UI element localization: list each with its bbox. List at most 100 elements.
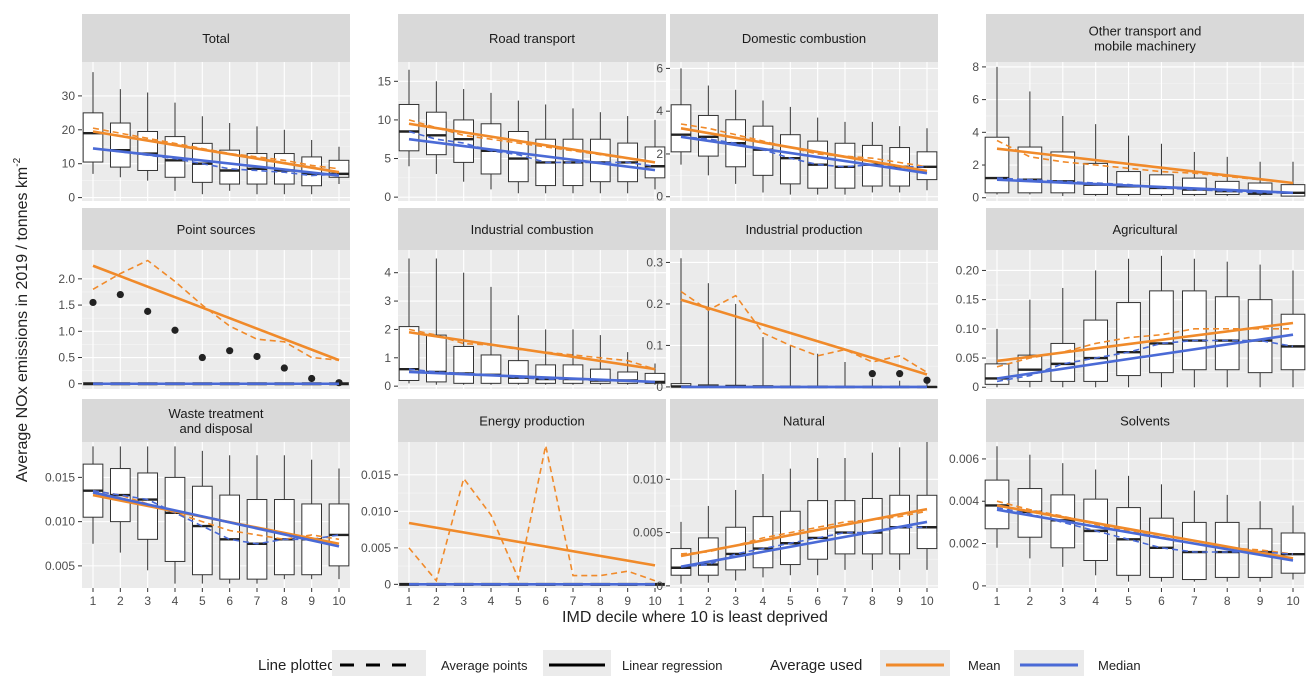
box-body bbox=[480, 354, 502, 384]
box-body bbox=[1280, 313, 1306, 371]
box bbox=[398, 258, 420, 384]
y-tick-label: 0 bbox=[68, 191, 75, 205]
x-tick-label: 9 bbox=[896, 594, 903, 608]
y-tick-label: 0 bbox=[656, 380, 663, 394]
facet-panel-point-sources: Point sources 0 0.5 1.0 1.5 2.0 bbox=[58, 208, 350, 391]
x-tick-label: 10 bbox=[648, 594, 662, 608]
box-body bbox=[1149, 290, 1174, 374]
outlier-point bbox=[280, 364, 288, 372]
facet-title: Solvents bbox=[1120, 414, 1170, 429]
x-tick-label: 8 bbox=[281, 594, 288, 608]
box-body bbox=[1280, 184, 1306, 197]
outlier-point bbox=[253, 352, 261, 361]
y-tick-label: 0.15 bbox=[956, 293, 980, 307]
box-body bbox=[589, 138, 611, 183]
y-tick-label: 0.10 bbox=[956, 322, 980, 336]
y-tick-label: 0 bbox=[384, 577, 391, 591]
y-tick-label: 0.5 bbox=[58, 351, 75, 365]
y-tick-label: 2 bbox=[972, 158, 979, 172]
outlier-point bbox=[116, 290, 124, 299]
box-body bbox=[1050, 342, 1076, 382]
box-body bbox=[1116, 302, 1141, 377]
box bbox=[752, 473, 774, 578]
facet-panel-natural: Natural 0 0.005 0.010 1 2 3 4 5 6 7 8 9 10 bbox=[633, 399, 938, 608]
outlier-point bbox=[198, 353, 206, 362]
box-body bbox=[670, 104, 692, 153]
y-tick-label: 0 bbox=[972, 191, 979, 205]
x-tick-label: 7 bbox=[1191, 594, 1198, 608]
facet-strip bbox=[398, 14, 666, 62]
x-tick-label: 10 bbox=[920, 594, 934, 608]
x-tick-label: 5 bbox=[199, 594, 206, 608]
box-body bbox=[109, 122, 131, 168]
median-regression-line bbox=[996, 333, 1294, 380]
median-regression-line bbox=[92, 491, 340, 548]
box-body bbox=[562, 364, 584, 384]
mean-points-dashed-line bbox=[92, 259, 340, 361]
y-tick-label: 4 bbox=[384, 266, 391, 280]
y-tick-label: 4 bbox=[656, 104, 663, 118]
median-points-dashed-line bbox=[996, 339, 1294, 383]
legend-linear-regression-label: Linear regression bbox=[622, 658, 722, 673]
box-body bbox=[1247, 299, 1273, 374]
box bbox=[984, 446, 1010, 548]
facet-panel-total: Total 0 10 20 30 bbox=[62, 14, 350, 205]
y-tick-label: 0.20 bbox=[956, 263, 980, 277]
y-tick-label: 0.015 bbox=[45, 470, 75, 484]
x-tick-label: 1 bbox=[994, 594, 1001, 608]
y-tick-label: 2 bbox=[384, 322, 391, 336]
box-body bbox=[246, 499, 268, 580]
x-tick-label: 1 bbox=[406, 594, 413, 608]
y-tick-label: 0.015 bbox=[361, 468, 391, 482]
mean-regression-line bbox=[680, 298, 928, 376]
median-points-dashed-line bbox=[92, 489, 340, 545]
box-body bbox=[1214, 180, 1240, 195]
box-body bbox=[725, 526, 747, 571]
x-tick-label: 6 bbox=[226, 594, 233, 608]
facet-title: Waste treatment bbox=[169, 406, 264, 421]
mean-regression-line bbox=[408, 521, 656, 567]
y-tick-label: 0 bbox=[656, 190, 663, 204]
mean-regression-line bbox=[680, 127, 928, 173]
box-body bbox=[670, 548, 692, 576]
x-tick-label: 7 bbox=[842, 594, 849, 608]
legend-average-points-label: Average points bbox=[441, 658, 528, 673]
box-body bbox=[984, 136, 1010, 194]
y-tick-label: 30 bbox=[62, 89, 76, 103]
box bbox=[219, 455, 241, 584]
facet-strip bbox=[986, 14, 1304, 62]
box bbox=[328, 468, 350, 580]
legend-key-mean bbox=[880, 650, 950, 676]
mean-regression-line bbox=[92, 264, 340, 362]
y-tick-label: 0.004 bbox=[949, 494, 979, 508]
facet-strip bbox=[398, 399, 666, 442]
box-body bbox=[535, 364, 557, 384]
box bbox=[670, 68, 692, 165]
box-body bbox=[164, 476, 186, 562]
y-tick-label: 4 bbox=[972, 125, 979, 139]
x-tick-label: 2 bbox=[1027, 594, 1034, 608]
facet-strip bbox=[398, 208, 666, 250]
outlier-point bbox=[144, 307, 152, 315]
mean-regression-line bbox=[92, 130, 340, 174]
box bbox=[219, 123, 241, 191]
outlier-point bbox=[171, 326, 179, 334]
box-body bbox=[507, 360, 529, 384]
y-tick-label: 0.005 bbox=[45, 559, 75, 573]
y-tick-label: 0.010 bbox=[45, 515, 75, 529]
facet-panel-industrial-production: Industrial production 0 0.1 0.2 0.3 bbox=[646, 208, 938, 394]
y-tick-label: 20 bbox=[62, 123, 76, 137]
facet-title: Agricultural bbox=[1112, 222, 1177, 237]
mean-regression-line bbox=[996, 321, 1294, 363]
x-tick-label: 4 bbox=[172, 594, 179, 608]
plot-background bbox=[670, 250, 938, 389]
y-tick-label: 0 bbox=[656, 579, 663, 593]
outlier-point bbox=[868, 370, 876, 378]
y-tick-label: 6 bbox=[656, 61, 663, 75]
x-tick-label: 1 bbox=[90, 594, 97, 608]
facet-title: Domestic combustion bbox=[742, 31, 866, 46]
median-points-dashed-line bbox=[680, 136, 927, 168]
